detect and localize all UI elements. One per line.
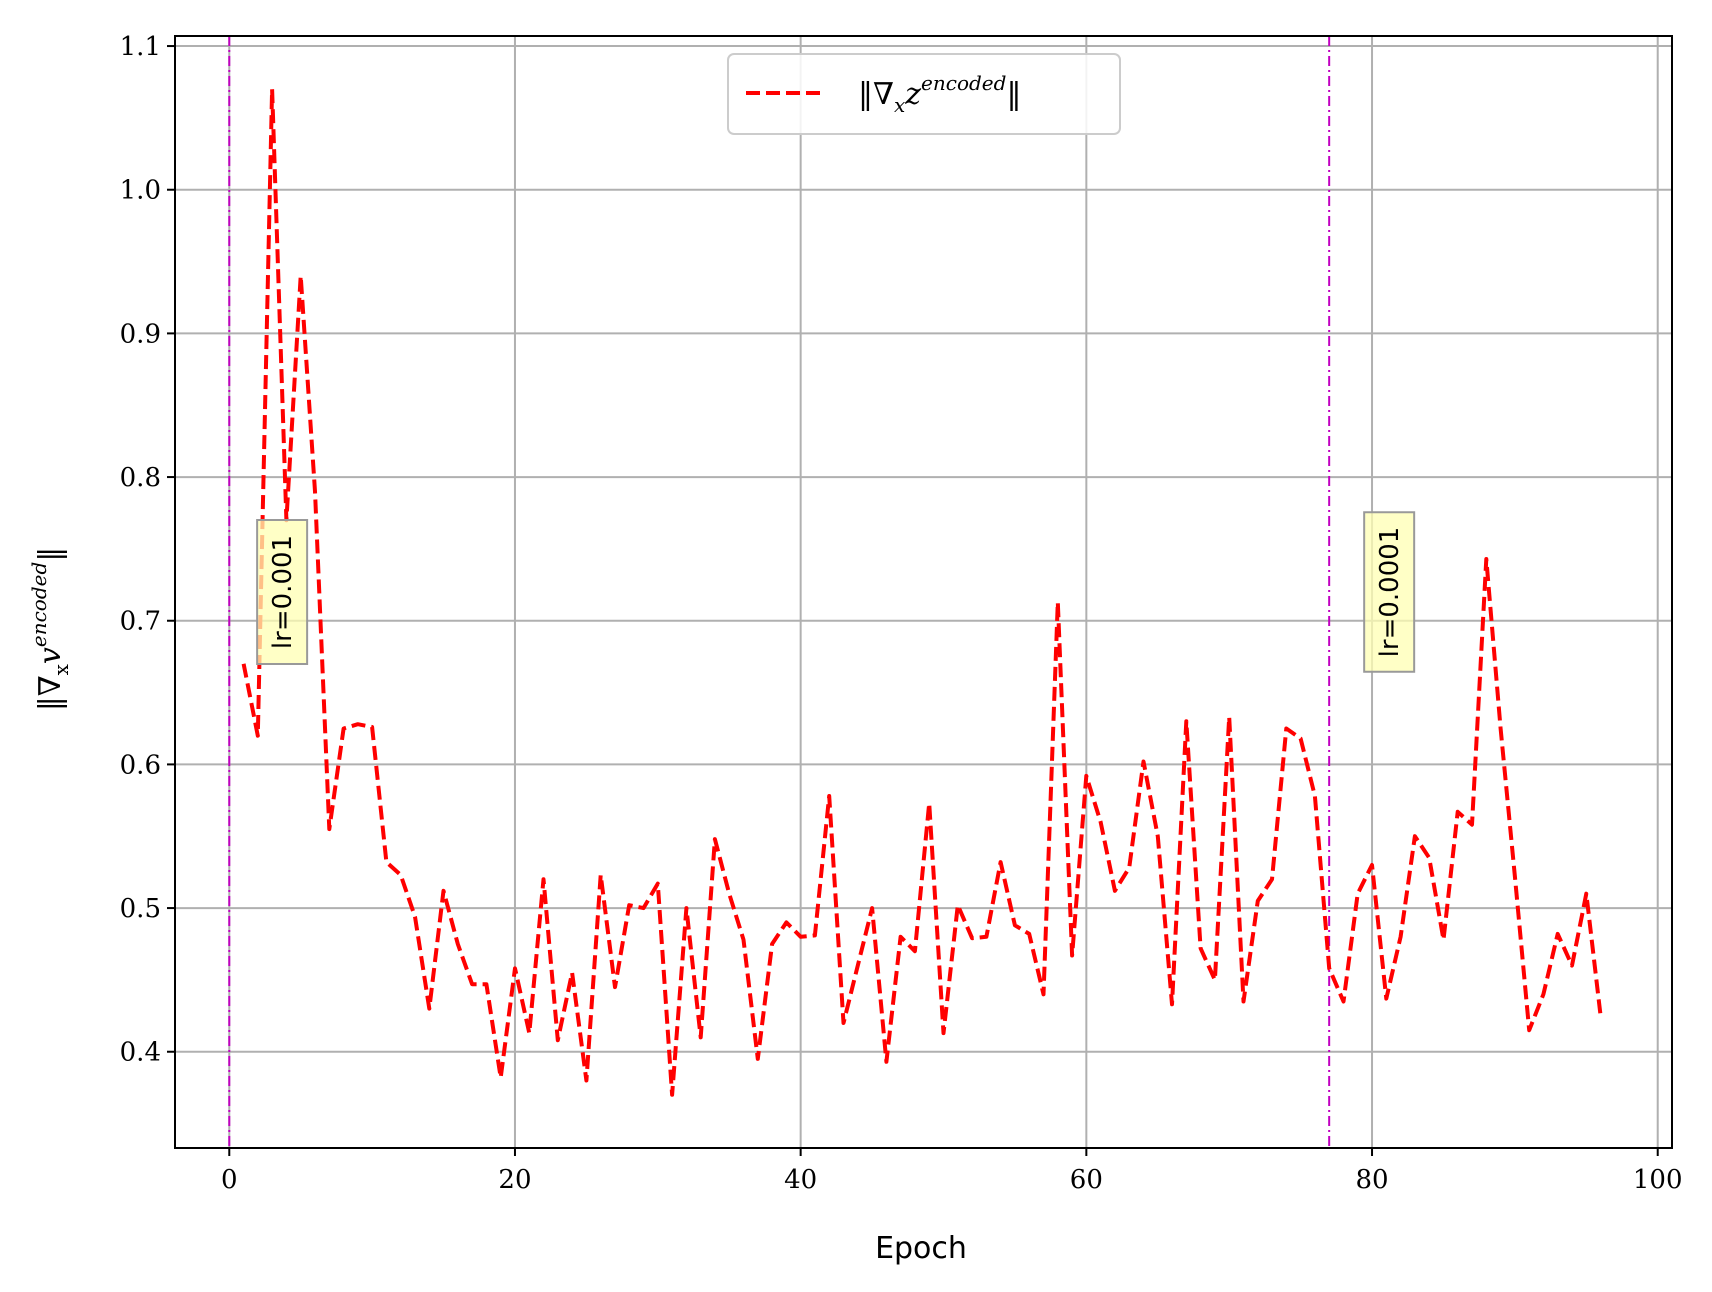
y-axis-ticks: 0.4 0.5 0.6 0.7 0.8 0.9 1.0 1.1	[120, 32, 175, 1068]
y-tick-label: 0.9	[120, 319, 161, 349]
x-tick-label: 100	[1633, 1165, 1683, 1195]
series-line	[241, 87, 1603, 1097]
y-tick-label: 0.5	[120, 894, 161, 924]
legend: ‖∇xzencoded‖	[727, 53, 1121, 135]
legend-entry-label: ‖∇xzencoded‖	[858, 71, 1021, 117]
x-tick-label: 80	[1355, 1165, 1388, 1195]
grid	[175, 36, 1672, 1148]
annotation-box	[1363, 511, 1416, 673]
x-axis-label: Epoch	[875, 1231, 967, 1266]
x-tick-label: 40	[784, 1165, 817, 1195]
plot-frame	[174, 35, 1673, 1149]
x-axis-ticks: 0 20 40 60 80 100	[221, 1148, 1683, 1195]
annotations: lr=0.001 lr=0.0001	[256, 511, 1416, 673]
x-tick-label: 60	[1070, 1165, 1103, 1195]
x-tick-label: 0	[221, 1165, 238, 1195]
y-tick-label: 1.0	[120, 176, 161, 206]
y-tick-label: 0.4	[120, 1038, 161, 1068]
y-axis-label: ‖∇xvencoded‖	[27, 547, 73, 712]
y-tick-label: 0.7	[120, 607, 161, 637]
series-group	[241, 87, 1603, 1097]
y-tick-label: 0.8	[120, 463, 161, 493]
annotation-label: lr=0.001	[268, 535, 298, 649]
y-tick-label: 0.6	[120, 750, 161, 780]
annotation-box	[256, 519, 309, 665]
y-tick-label: 1.1	[120, 32, 161, 62]
x-tick-label: 20	[498, 1165, 531, 1195]
annotation-label: lr=0.0001	[1375, 527, 1405, 658]
legend-box	[727, 53, 1121, 135]
